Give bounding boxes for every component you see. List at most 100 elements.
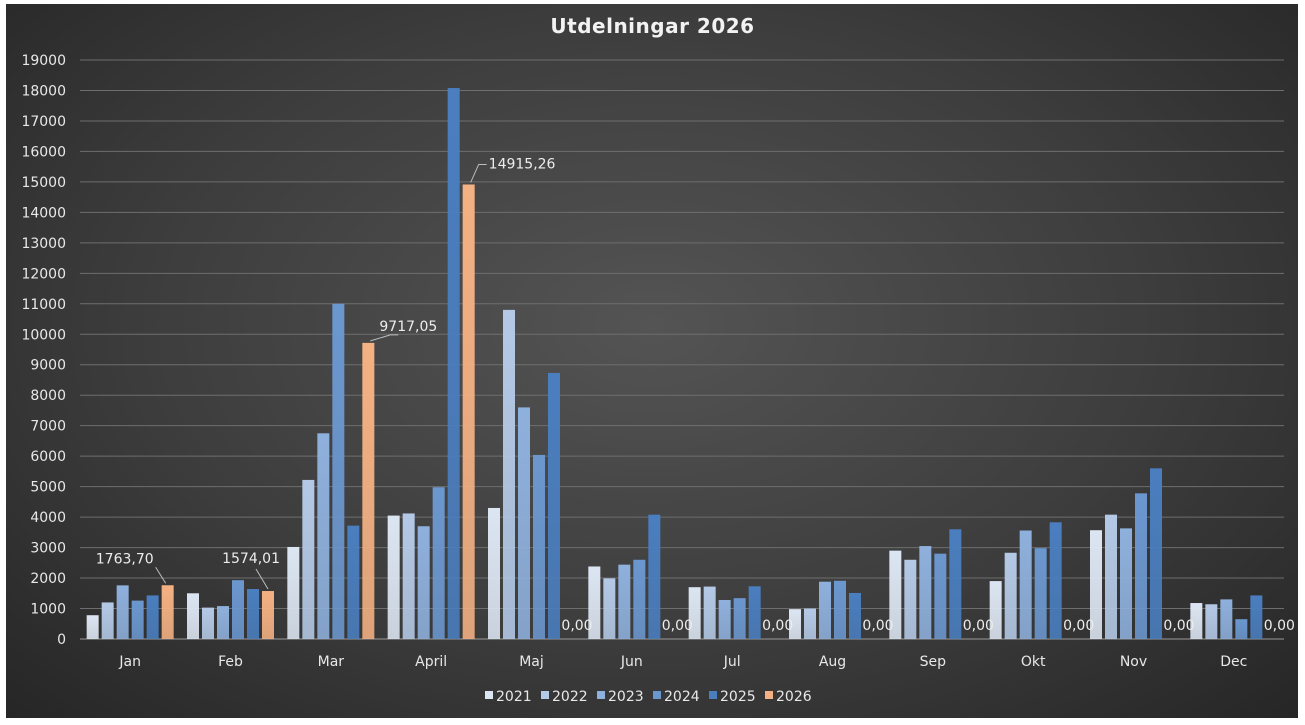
legend-label-2023: 2023 bbox=[608, 689, 644, 705]
y-tick-label: 12000 bbox=[21, 266, 66, 282]
legend: 2021 2022 2023 2024 2025 2026 bbox=[485, 689, 812, 705]
legend-swatch-2024 bbox=[653, 691, 661, 699]
bar-2024-April bbox=[432, 487, 445, 639]
y-tick-label: 10000 bbox=[21, 327, 66, 343]
data-label-Sep: 0,00 bbox=[963, 618, 994, 634]
bar-2023-Jul bbox=[718, 599, 731, 639]
bar-2024-Dec bbox=[1235, 619, 1248, 639]
legend-label-2022: 2022 bbox=[552, 689, 588, 705]
x-tick-label: Aug bbox=[819, 654, 846, 670]
legend-label-2021: 2021 bbox=[496, 689, 532, 705]
bars bbox=[86, 88, 1263, 640]
x-tick-label: Sep bbox=[920, 654, 947, 670]
y-tick-label: 1000 bbox=[30, 602, 66, 618]
bar-2024-Feb bbox=[232, 580, 244, 639]
data-label-Mar: 9717,05 bbox=[379, 319, 437, 335]
data-label-Feb: 1574,01 bbox=[222, 551, 280, 567]
bar-2022-Mar bbox=[302, 479, 315, 639]
bar-2025-Feb bbox=[247, 589, 259, 639]
bar-2025-Sep bbox=[949, 529, 962, 639]
y-tick-label: 15000 bbox=[21, 175, 66, 191]
bar-2022-Jul bbox=[703, 586, 716, 639]
legend-swatch-2026 bbox=[765, 691, 773, 699]
x-tick-label: April bbox=[415, 654, 447, 670]
bar-2021-Feb bbox=[187, 593, 199, 639]
y-tick-label: 9000 bbox=[30, 358, 66, 374]
x-tick-label: Okt bbox=[1021, 654, 1046, 670]
legend-swatch-2025 bbox=[709, 691, 717, 699]
x-tick-label: Dec bbox=[1220, 654, 1247, 670]
bar-2022-Feb bbox=[202, 607, 214, 639]
x-tick-label: Jul bbox=[723, 654, 741, 670]
x-tick-label: Mar bbox=[318, 654, 345, 670]
legend-label-2024: 2024 bbox=[664, 689, 700, 705]
legend-swatch-2021 bbox=[485, 691, 493, 699]
bar-2022-April bbox=[402, 513, 415, 639]
y-tick-label: 17000 bbox=[21, 114, 66, 130]
bar-2021-Jan bbox=[86, 615, 99, 639]
y-tick-label: 11000 bbox=[21, 297, 66, 313]
bar-2023-Aug bbox=[819, 581, 831, 639]
bar-2021-Dec bbox=[1190, 603, 1203, 639]
bar-2021-Jun bbox=[588, 566, 601, 639]
y-tick-label: 2000 bbox=[30, 571, 66, 587]
y-tick-label: 8000 bbox=[30, 388, 66, 404]
y-tick-label: 7000 bbox=[30, 419, 66, 435]
bar-2026-April bbox=[462, 184, 475, 639]
legend-swatch-2022 bbox=[541, 691, 549, 699]
x-tick-label: Feb bbox=[218, 654, 243, 670]
bar-2026-Jan bbox=[161, 585, 174, 639]
y-axis-tick-labels: 0 1000 2000 3000 4000 5000 6000 7000 8000 9000 100… bbox=[21, 53, 66, 648]
bar-2021-Aug bbox=[789, 609, 801, 639]
legend-swatch-2023 bbox=[597, 691, 605, 699]
y-tick-label: 3000 bbox=[30, 541, 66, 557]
x-tick-label: Jan bbox=[118, 654, 141, 670]
bar-2022-Dec bbox=[1205, 604, 1218, 639]
bar-2021-Sep bbox=[889, 550, 902, 639]
data-label-Dec: 0,00 bbox=[1264, 618, 1295, 634]
bar-2024-Nov bbox=[1135, 493, 1147, 639]
bar-2022-Nov bbox=[1105, 514, 1117, 639]
y-tick-label: 14000 bbox=[21, 205, 66, 221]
bar-2023-Nov bbox=[1120, 528, 1132, 639]
y-tick-label: 19000 bbox=[21, 53, 66, 69]
bar-2023-Maj bbox=[518, 407, 530, 639]
bar-2025-Aug bbox=[849, 592, 861, 639]
bar-2023-Okt bbox=[1019, 530, 1032, 639]
bar-2022-Maj bbox=[503, 309, 515, 639]
bar-2024-Jul bbox=[733, 598, 746, 639]
bar-2023-Sep bbox=[919, 546, 932, 639]
data-label-April: 14915,26 bbox=[489, 156, 556, 172]
data-label-leader bbox=[370, 334, 399, 342]
bar-2021-Maj bbox=[488, 507, 500, 639]
bar-2024-Maj bbox=[533, 454, 545, 639]
data-labels: 1763,70 1574,01 9717,05 14915,26 0,00 0,00 0,0… bbox=[96, 156, 1295, 634]
data-label-Jul: 0,00 bbox=[762, 618, 793, 634]
legend-label-2025: 2025 bbox=[720, 689, 756, 705]
bar-2025-April bbox=[447, 88, 460, 640]
bar-2021-April bbox=[387, 515, 400, 639]
data-label-leader bbox=[155, 566, 167, 584]
bar-2023-Feb bbox=[217, 606, 229, 639]
bar-2022-Jan bbox=[101, 602, 114, 639]
legend-label-2026: 2026 bbox=[776, 689, 812, 705]
bar-2023-Jun bbox=[618, 564, 631, 639]
bar-2022-Okt bbox=[1004, 552, 1017, 639]
x-axis-tick-labels: Jan Feb Mar April Maj Jun Jul Aug Sep Okt Nov Dec bbox=[118, 654, 1247, 670]
bar-2026-Feb bbox=[262, 591, 274, 639]
x-tick-label: Nov bbox=[1120, 654, 1147, 670]
gridlines bbox=[80, 59, 1284, 640]
bar-2025-Okt bbox=[1049, 522, 1062, 639]
bar-2024-Mar bbox=[332, 303, 345, 639]
bar-2025-Maj bbox=[548, 372, 560, 639]
y-tick-label: 13000 bbox=[21, 236, 66, 252]
data-label-leader bbox=[255, 568, 269, 590]
bar-2026-Mar bbox=[362, 342, 375, 639]
x-tick-label: Jun bbox=[620, 654, 643, 670]
y-tick-label: 5000 bbox=[30, 480, 66, 496]
x-tick-label: Maj bbox=[519, 654, 544, 670]
bar-2025-Dec bbox=[1250, 595, 1263, 639]
bar-2024-Okt bbox=[1034, 548, 1047, 639]
data-label-Maj: 0,00 bbox=[561, 618, 592, 634]
